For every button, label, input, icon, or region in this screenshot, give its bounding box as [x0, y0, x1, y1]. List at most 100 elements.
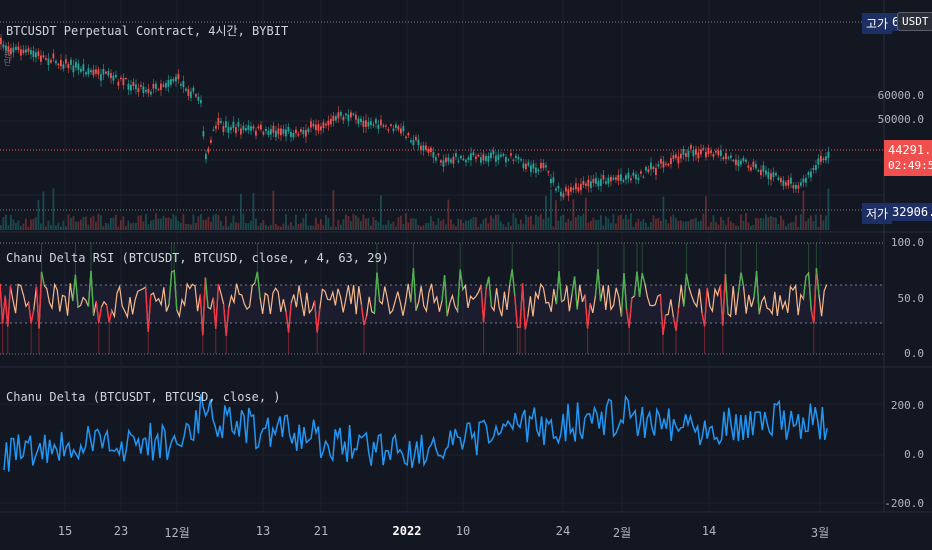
candle-body — [507, 159, 510, 161]
candle-body — [52, 53, 55, 59]
volume-bar — [212, 214, 215, 230]
volume-bar — [285, 214, 287, 230]
candle-body — [567, 189, 570, 196]
volume-bar — [57, 222, 60, 230]
volume-bar — [130, 223, 132, 230]
volume-bar — [740, 214, 742, 230]
candle-body — [0, 37, 2, 45]
volume-bar — [105, 222, 107, 230]
candle-body — [730, 155, 732, 158]
volume-bar — [257, 225, 260, 230]
candle-body — [550, 178, 552, 184]
candle-body — [410, 140, 412, 143]
candle-body — [257, 126, 260, 129]
candle-body — [625, 175, 627, 180]
volume-bar — [202, 219, 205, 230]
candle-body — [180, 84, 182, 86]
price-legend[interactable]: BTCUSDT Perpetual Contract, 4시간, BYBIT — [6, 24, 289, 38]
volume-bar — [237, 222, 240, 230]
volume-bar — [137, 215, 140, 230]
volume-bar — [290, 222, 292, 230]
rsi-high-segment — [740, 272, 745, 287]
candle-body — [557, 185, 560, 189]
candle-body — [822, 158, 825, 161]
volume-bar — [35, 217, 37, 230]
volume-bar — [345, 214, 347, 230]
candle-body — [725, 153, 727, 160]
candle-body — [62, 64, 65, 69]
candle-body — [177, 74, 180, 80]
candle-body — [245, 128, 247, 131]
volume-bar — [357, 217, 360, 230]
candle-body — [597, 181, 600, 187]
currency-button[interactable]: USDT — [897, 12, 932, 31]
candle-body — [707, 147, 710, 154]
candle-body — [617, 174, 620, 181]
volume-bar — [117, 226, 120, 230]
volume-bar — [502, 224, 505, 230]
candle-body — [155, 83, 157, 89]
volume-bar — [200, 214, 202, 230]
candle-body — [810, 171, 812, 178]
rsi-high-segment — [72, 274, 77, 302]
candle-body — [97, 69, 100, 75]
candle-body — [132, 82, 135, 86]
candle-body — [150, 91, 152, 95]
volume-bar — [800, 214, 802, 230]
candle-body — [37, 51, 40, 56]
candle-body — [227, 126, 230, 133]
candle-body — [332, 115, 335, 122]
candle-body — [25, 49, 27, 53]
candle-body — [490, 152, 492, 159]
volume-bar — [7, 225, 10, 230]
candle-body — [230, 127, 232, 131]
candle-body — [630, 178, 632, 181]
volume-bar — [825, 215, 827, 230]
volume-bar — [47, 220, 50, 230]
candle-body — [592, 178, 595, 183]
candle-body — [735, 159, 737, 165]
volume-bar — [325, 215, 327, 230]
candle-body — [540, 162, 542, 169]
volume-bar — [40, 223, 42, 230]
volume-bar — [320, 219, 322, 230]
volume-bar — [435, 224, 437, 230]
volume-bar — [767, 217, 770, 230]
volume-bar — [487, 223, 490, 230]
rsi-high-segment — [256, 271, 261, 298]
volume-bar — [600, 215, 602, 230]
volume-bar — [745, 213, 747, 230]
candle-body — [260, 124, 262, 130]
volume-bar — [397, 217, 400, 230]
volume-bar — [77, 221, 80, 230]
candle-body — [217, 117, 220, 125]
time-label: 12월 — [164, 526, 190, 540]
candle-body — [512, 159, 515, 161]
volume-bar — [570, 220, 572, 230]
candle-body — [222, 125, 225, 132]
volume-bar — [440, 220, 442, 230]
delta-legend[interactable]: Chanu Delta (BTCUSDT, BTCUSD, close, ) — [6, 390, 281, 404]
candle-body — [122, 78, 125, 86]
time-label: 3월 — [810, 526, 830, 540]
candle-body — [825, 156, 827, 161]
low-tag-badge: 저가 — [862, 203, 893, 224]
rsi-high-segment — [685, 273, 690, 288]
volume-bar — [515, 218, 517, 230]
volume-bar — [332, 190, 335, 230]
candle-body — [420, 145, 422, 150]
candle-body — [670, 158, 672, 165]
candle-body — [440, 160, 442, 163]
candle-body — [67, 64, 70, 69]
candle-body — [765, 170, 767, 175]
volume-bar — [30, 219, 32, 230]
volume-bar — [670, 216, 672, 230]
candle-body — [32, 50, 35, 57]
rsi-legend[interactable]: Chanu Delta RSI (BTCUSDT, BTCUSD, close,… — [6, 251, 389, 265]
candle-body — [182, 80, 185, 88]
candle-body — [262, 131, 265, 135]
volume-bar — [417, 224, 420, 230]
candle-body — [357, 118, 360, 124]
candle-body — [152, 84, 155, 89]
